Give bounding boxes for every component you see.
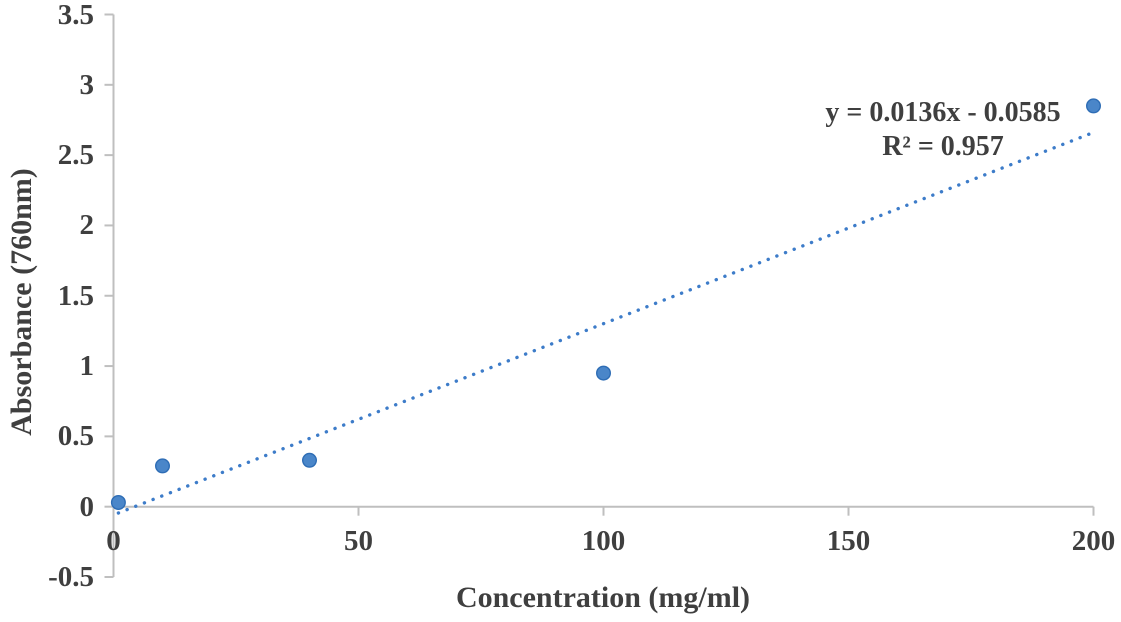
y-tick-label: 3 <box>79 68 95 101</box>
y-tick-label: 3.5 <box>57 0 94 31</box>
y-tick-label: 0 <box>79 490 95 523</box>
trendline-equation-block: y = 0.0136x - 0.0585 R² = 0.957 <box>792 96 1094 164</box>
x-tick-label: 0 <box>106 524 121 557</box>
x-axis-title: Concentration (mg/ml) <box>455 581 751 614</box>
x-tick-label: 150 <box>826 524 871 557</box>
data-point <box>154 458 170 474</box>
y-tick-label: 1 <box>79 350 95 383</box>
r-squared-value: R² = 0.957 <box>882 131 1004 162</box>
trendline-equation: y = 0.0136x - 0.0585 <box>825 97 1061 128</box>
x-tick-label: 50 <box>344 524 373 557</box>
y-tick-label: 0.5 <box>57 420 94 453</box>
x-tick-label: 200 <box>1071 524 1116 557</box>
data-point <box>596 365 612 381</box>
data-point <box>1085 98 1101 114</box>
data-point <box>302 452 318 468</box>
y-tick-label: 1.5 <box>57 279 94 312</box>
x-tick-label: 100 <box>581 524 626 557</box>
y-tick-label: 2.5 <box>57 139 94 172</box>
data-point <box>110 494 126 510</box>
y-tick-label: -0.5 <box>48 561 94 593</box>
trendline <box>116 130 1096 515</box>
y-tick-label: 2 <box>79 209 95 242</box>
